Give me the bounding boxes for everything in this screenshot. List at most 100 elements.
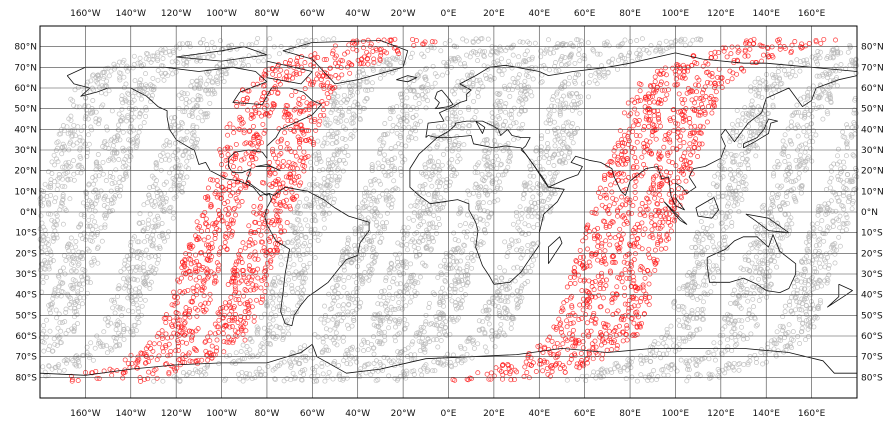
latitude-label: 70°N — [861, 63, 884, 73]
latitude-label: 0°N — [20, 208, 37, 218]
coastline-13 — [695, 197, 719, 219]
latitude-label: 20°N — [861, 167, 884, 177]
longitude-label: 120°E — [707, 409, 735, 419]
latitude-label: 40°N — [861, 125, 884, 135]
coastline-11 — [548, 236, 563, 264]
coastline-8 — [434, 89, 454, 110]
gray-swath-11 — [684, 95, 860, 384]
gray-swath-1 — [37, 37, 223, 295]
coastline-9 — [396, 75, 418, 83]
longitude-label: 120°W — [161, 409, 192, 419]
coastline-14 — [745, 213, 790, 234]
gray-swath-2 — [38, 35, 273, 354]
latitude-label: 60°S — [861, 332, 883, 342]
latitude-labels-right: 80°N 70°N 60°N 50°N 40°N 30°N 20°N 10°N 0°N 10°S 2… — [861, 43, 884, 384]
latitude-label: 80°N — [14, 43, 37, 53]
longitude-label: 40°E — [528, 9, 550, 19]
latitude-label: 40°N — [14, 125, 37, 135]
coastline-10 — [743, 118, 778, 149]
longitude-label: 160°E — [798, 9, 826, 19]
latitude-label: 30°N — [861, 146, 884, 156]
longitude-label: 100°E — [662, 409, 690, 419]
longitude-label: 140°E — [753, 409, 781, 419]
longitude-label: 60°W — [300, 409, 325, 419]
latitude-label: 70°S — [861, 353, 883, 363]
latitude-label: 80°S — [861, 373, 883, 383]
longitude-label: 0°E — [441, 9, 457, 19]
latitude-label: 20°S — [15, 249, 37, 259]
longitude-label: 20°E — [483, 409, 505, 419]
latitude-label: 70°N — [14, 63, 37, 73]
longitude-label: 80°E — [619, 409, 641, 419]
gray-swath-5 — [222, 37, 551, 384]
longitude-label: 120°W — [161, 9, 192, 19]
longitude-label: 100°E — [662, 9, 690, 19]
latitude-label: 50°S — [15, 311, 37, 321]
longitude-label: 100°W — [206, 9, 237, 19]
longitude-label: 120°E — [707, 9, 735, 19]
latitude-label: 50°S — [861, 311, 883, 321]
gray-swath-6 — [272, 37, 591, 384]
latitude-label: 60°N — [861, 84, 884, 94]
gray-swath-10 — [623, 56, 860, 384]
longitude-label: 80°E — [619, 9, 641, 19]
red-swath-1 — [68, 36, 398, 384]
longitude-label: 160°W — [70, 9, 101, 19]
latitude-label: 60°S — [15, 332, 37, 342]
graticule — [40, 26, 857, 398]
longitude-label: 140°W — [115, 409, 146, 419]
latitude-label: 30°S — [861, 270, 883, 280]
coastline-3 — [282, 40, 409, 85]
coastline-7 — [39, 343, 857, 376]
longitude-label: 20°W — [391, 9, 416, 19]
gray-swath-9 — [564, 42, 853, 384]
latitude-labels-left: 80°N 70°N 60°N 50°N 40°N 30°N 20°N 10°N 0°N 10°S 2… — [14, 43, 37, 384]
longitude-label: 80°W — [255, 409, 280, 419]
longitude-label: 60°W — [300, 9, 325, 19]
latitude-label: 10°N — [861, 187, 884, 197]
latitude-label: 60°N — [14, 84, 37, 94]
latitude-label: 40°S — [15, 291, 37, 301]
latitude-label: 0°N — [861, 208, 878, 218]
longitude-label: 140°E — [753, 9, 781, 19]
latitude-label: 30°N — [14, 146, 37, 156]
latitude-label: 10°S — [861, 229, 883, 239]
latitude-label: 80°S — [15, 373, 37, 383]
latitude-label: 10°S — [15, 229, 37, 239]
latitude-label: 10°N — [14, 187, 37, 197]
longitude-label: 80°W — [255, 9, 280, 19]
gray-swath-8 — [373, 36, 704, 384]
longitude-label: 40°W — [345, 409, 370, 419]
latitude-label: 70°S — [15, 353, 37, 363]
longitude-label: 60°E — [574, 409, 596, 419]
latitude-label: 20°S — [861, 249, 883, 259]
latitude-label: 50°N — [14, 105, 37, 115]
coastline-18 — [176, 46, 268, 62]
latitude-label: 20°N — [14, 167, 37, 177]
longitude-labels-top: 160°W 140°W 120°W 100°W 80°W 60°W 40°W 20°W 0°E 2… — [70, 9, 826, 19]
latitude-label: 30°S — [15, 270, 37, 280]
latitude-label: 40°S — [861, 291, 883, 301]
longitude-label: 20°W — [391, 409, 416, 419]
gray-swath-points — [37, 35, 860, 384]
red-swath-points — [68, 36, 838, 384]
latitude-label: 50°N — [861, 105, 884, 115]
red-swath-4 — [500, 36, 838, 383]
longitude-label: 100°W — [206, 409, 237, 419]
longitude-label: 160°W — [70, 409, 101, 419]
gray-swath-7 — [311, 36, 645, 384]
map-frame — [39, 25, 858, 399]
longitude-label: 60°E — [574, 9, 596, 19]
coastline-1 — [66, 66, 322, 196]
latitude-label: 80°N — [861, 43, 884, 53]
gray-swath-3 — [40, 36, 337, 379]
longitude-label: 160°E — [798, 409, 826, 419]
longitude-label: 40°W — [345, 9, 370, 19]
longitude-labels-bottom: 160°W 140°W 120°W 100°W 80°W 60°W 40°W 20°W 0°E 2… — [70, 409, 826, 419]
longitude-label: 140°W — [115, 9, 146, 19]
longitude-label: 40°E — [528, 409, 550, 419]
longitude-label: 0°E — [441, 409, 457, 419]
red-swath-2 — [120, 36, 438, 384]
longitude-label: 20°E — [483, 9, 505, 19]
